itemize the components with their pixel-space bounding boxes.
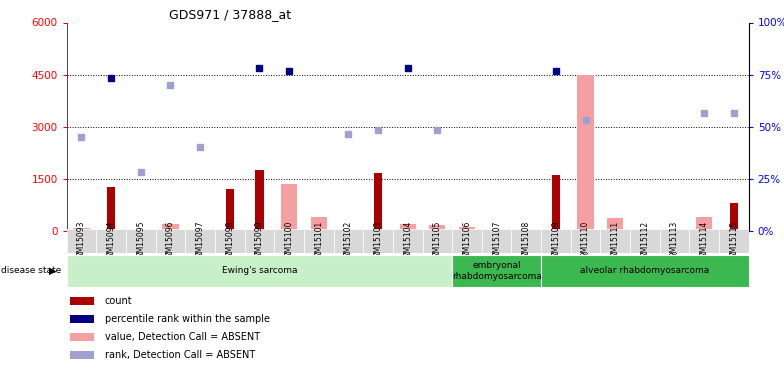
Text: GSM15099: GSM15099 xyxy=(255,220,264,262)
Bar xyxy=(67,229,96,253)
Bar xyxy=(274,229,304,253)
Bar xyxy=(552,175,560,231)
Bar xyxy=(107,187,115,231)
Bar xyxy=(730,203,738,231)
Text: GSM15115: GSM15115 xyxy=(729,220,739,262)
Text: GSM15111: GSM15111 xyxy=(611,220,620,261)
Bar xyxy=(67,255,452,287)
Bar xyxy=(541,229,571,253)
Text: GSM15097: GSM15097 xyxy=(195,220,205,262)
Text: embryonal
rhabdomyosarcoma: embryonal rhabdomyosarcoma xyxy=(452,261,542,280)
Text: Ewing's sarcoma: Ewing's sarcoma xyxy=(222,266,297,275)
Bar xyxy=(423,229,452,253)
Text: GSM15100: GSM15100 xyxy=(285,220,293,262)
Text: ▶: ▶ xyxy=(49,266,56,276)
Bar xyxy=(393,229,423,253)
Bar xyxy=(452,229,482,253)
Text: GSM15110: GSM15110 xyxy=(581,220,590,262)
Text: GDS971 / 37888_at: GDS971 / 37888_at xyxy=(169,8,291,21)
Bar xyxy=(304,229,333,253)
Text: count: count xyxy=(104,296,132,306)
Bar xyxy=(571,229,601,253)
Text: GSM15101: GSM15101 xyxy=(314,220,323,262)
Text: GSM15109: GSM15109 xyxy=(551,220,561,262)
Bar xyxy=(70,351,94,359)
Text: GSM15107: GSM15107 xyxy=(492,220,501,262)
Text: GSM15103: GSM15103 xyxy=(373,220,383,262)
Bar xyxy=(215,229,245,253)
Bar xyxy=(70,333,94,341)
Bar xyxy=(374,173,382,231)
Bar xyxy=(601,229,630,253)
Text: GSM15108: GSM15108 xyxy=(522,220,531,262)
Text: GSM15096: GSM15096 xyxy=(166,220,175,262)
Text: GSM15095: GSM15095 xyxy=(136,220,145,262)
Bar xyxy=(363,229,393,253)
Text: GSM15104: GSM15104 xyxy=(403,220,412,262)
Text: GSM15102: GSM15102 xyxy=(344,220,353,262)
Bar xyxy=(660,229,689,253)
Bar xyxy=(226,189,234,231)
Bar xyxy=(281,184,297,231)
Bar xyxy=(452,255,541,287)
Bar xyxy=(400,224,416,231)
Text: GSM15112: GSM15112 xyxy=(641,220,649,261)
Text: rank, Detection Call = ABSENT: rank, Detection Call = ABSENT xyxy=(104,350,255,360)
Bar xyxy=(245,229,274,253)
Text: GSM15098: GSM15098 xyxy=(225,220,234,262)
Bar xyxy=(70,297,94,305)
Bar xyxy=(696,217,713,231)
Text: disease state: disease state xyxy=(1,266,61,275)
Text: percentile rank within the sample: percentile rank within the sample xyxy=(104,314,270,324)
Text: alveolar rhabdomyosarcoma: alveolar rhabdomyosarcoma xyxy=(580,266,710,275)
Bar xyxy=(630,229,660,253)
Bar xyxy=(126,229,155,253)
Bar xyxy=(541,255,749,287)
Text: GSM15106: GSM15106 xyxy=(463,220,471,262)
Bar xyxy=(96,229,126,253)
Text: GSM15094: GSM15094 xyxy=(107,220,115,262)
Bar xyxy=(256,170,263,231)
Bar xyxy=(511,229,541,253)
Bar xyxy=(310,217,327,231)
Text: GSM15105: GSM15105 xyxy=(433,220,442,262)
Bar xyxy=(459,227,475,231)
Bar xyxy=(155,229,185,253)
Text: GSM15093: GSM15093 xyxy=(77,220,86,262)
Bar xyxy=(689,229,719,253)
Bar xyxy=(162,224,179,231)
Bar xyxy=(429,225,445,231)
Text: value, Detection Call = ABSENT: value, Detection Call = ABSENT xyxy=(104,332,260,342)
Bar xyxy=(607,219,623,231)
Bar xyxy=(482,229,511,253)
Bar xyxy=(578,75,593,231)
Bar xyxy=(185,229,215,253)
Text: GSM15114: GSM15114 xyxy=(700,220,709,262)
Bar xyxy=(719,229,749,253)
Bar xyxy=(70,315,94,323)
Text: GSM15113: GSM15113 xyxy=(670,220,679,262)
Bar xyxy=(333,229,363,253)
Bar xyxy=(74,228,89,231)
